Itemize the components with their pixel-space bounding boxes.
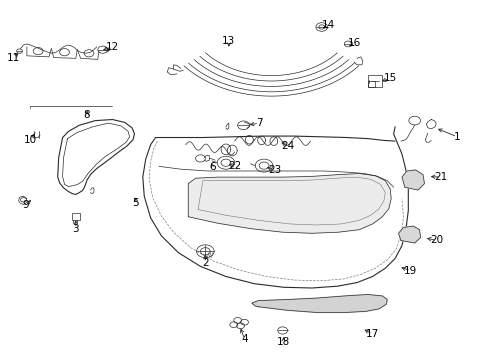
Text: 2: 2 (202, 258, 208, 268)
Polygon shape (188, 174, 390, 233)
Text: 23: 23 (267, 165, 281, 175)
Polygon shape (251, 294, 386, 312)
Text: 3: 3 (72, 224, 79, 234)
Text: 21: 21 (433, 172, 447, 182)
Bar (72, 213, 80, 220)
Text: 4: 4 (241, 334, 247, 344)
Text: 13: 13 (222, 36, 235, 46)
Text: 17: 17 (365, 329, 379, 339)
Bar (367, 81, 374, 87)
Polygon shape (401, 170, 424, 190)
Text: 6: 6 (209, 162, 216, 172)
Text: 20: 20 (429, 235, 442, 246)
Text: 14: 14 (321, 20, 335, 30)
Text: 19: 19 (403, 266, 417, 276)
Polygon shape (398, 226, 420, 243)
Text: 15: 15 (383, 73, 396, 84)
Text: 9: 9 (22, 200, 29, 210)
Text: 5: 5 (132, 198, 139, 208)
Text: 16: 16 (347, 38, 361, 48)
Text: 24: 24 (280, 141, 294, 151)
Text: 11: 11 (7, 53, 20, 63)
Text: 22: 22 (227, 161, 241, 171)
Text: 18: 18 (276, 337, 290, 347)
Bar (367, 75, 382, 87)
Text: 1: 1 (453, 132, 460, 142)
Text: 8: 8 (83, 110, 90, 120)
Text: 10: 10 (24, 135, 37, 145)
Text: 12: 12 (105, 42, 119, 52)
Text: 7: 7 (255, 118, 262, 128)
